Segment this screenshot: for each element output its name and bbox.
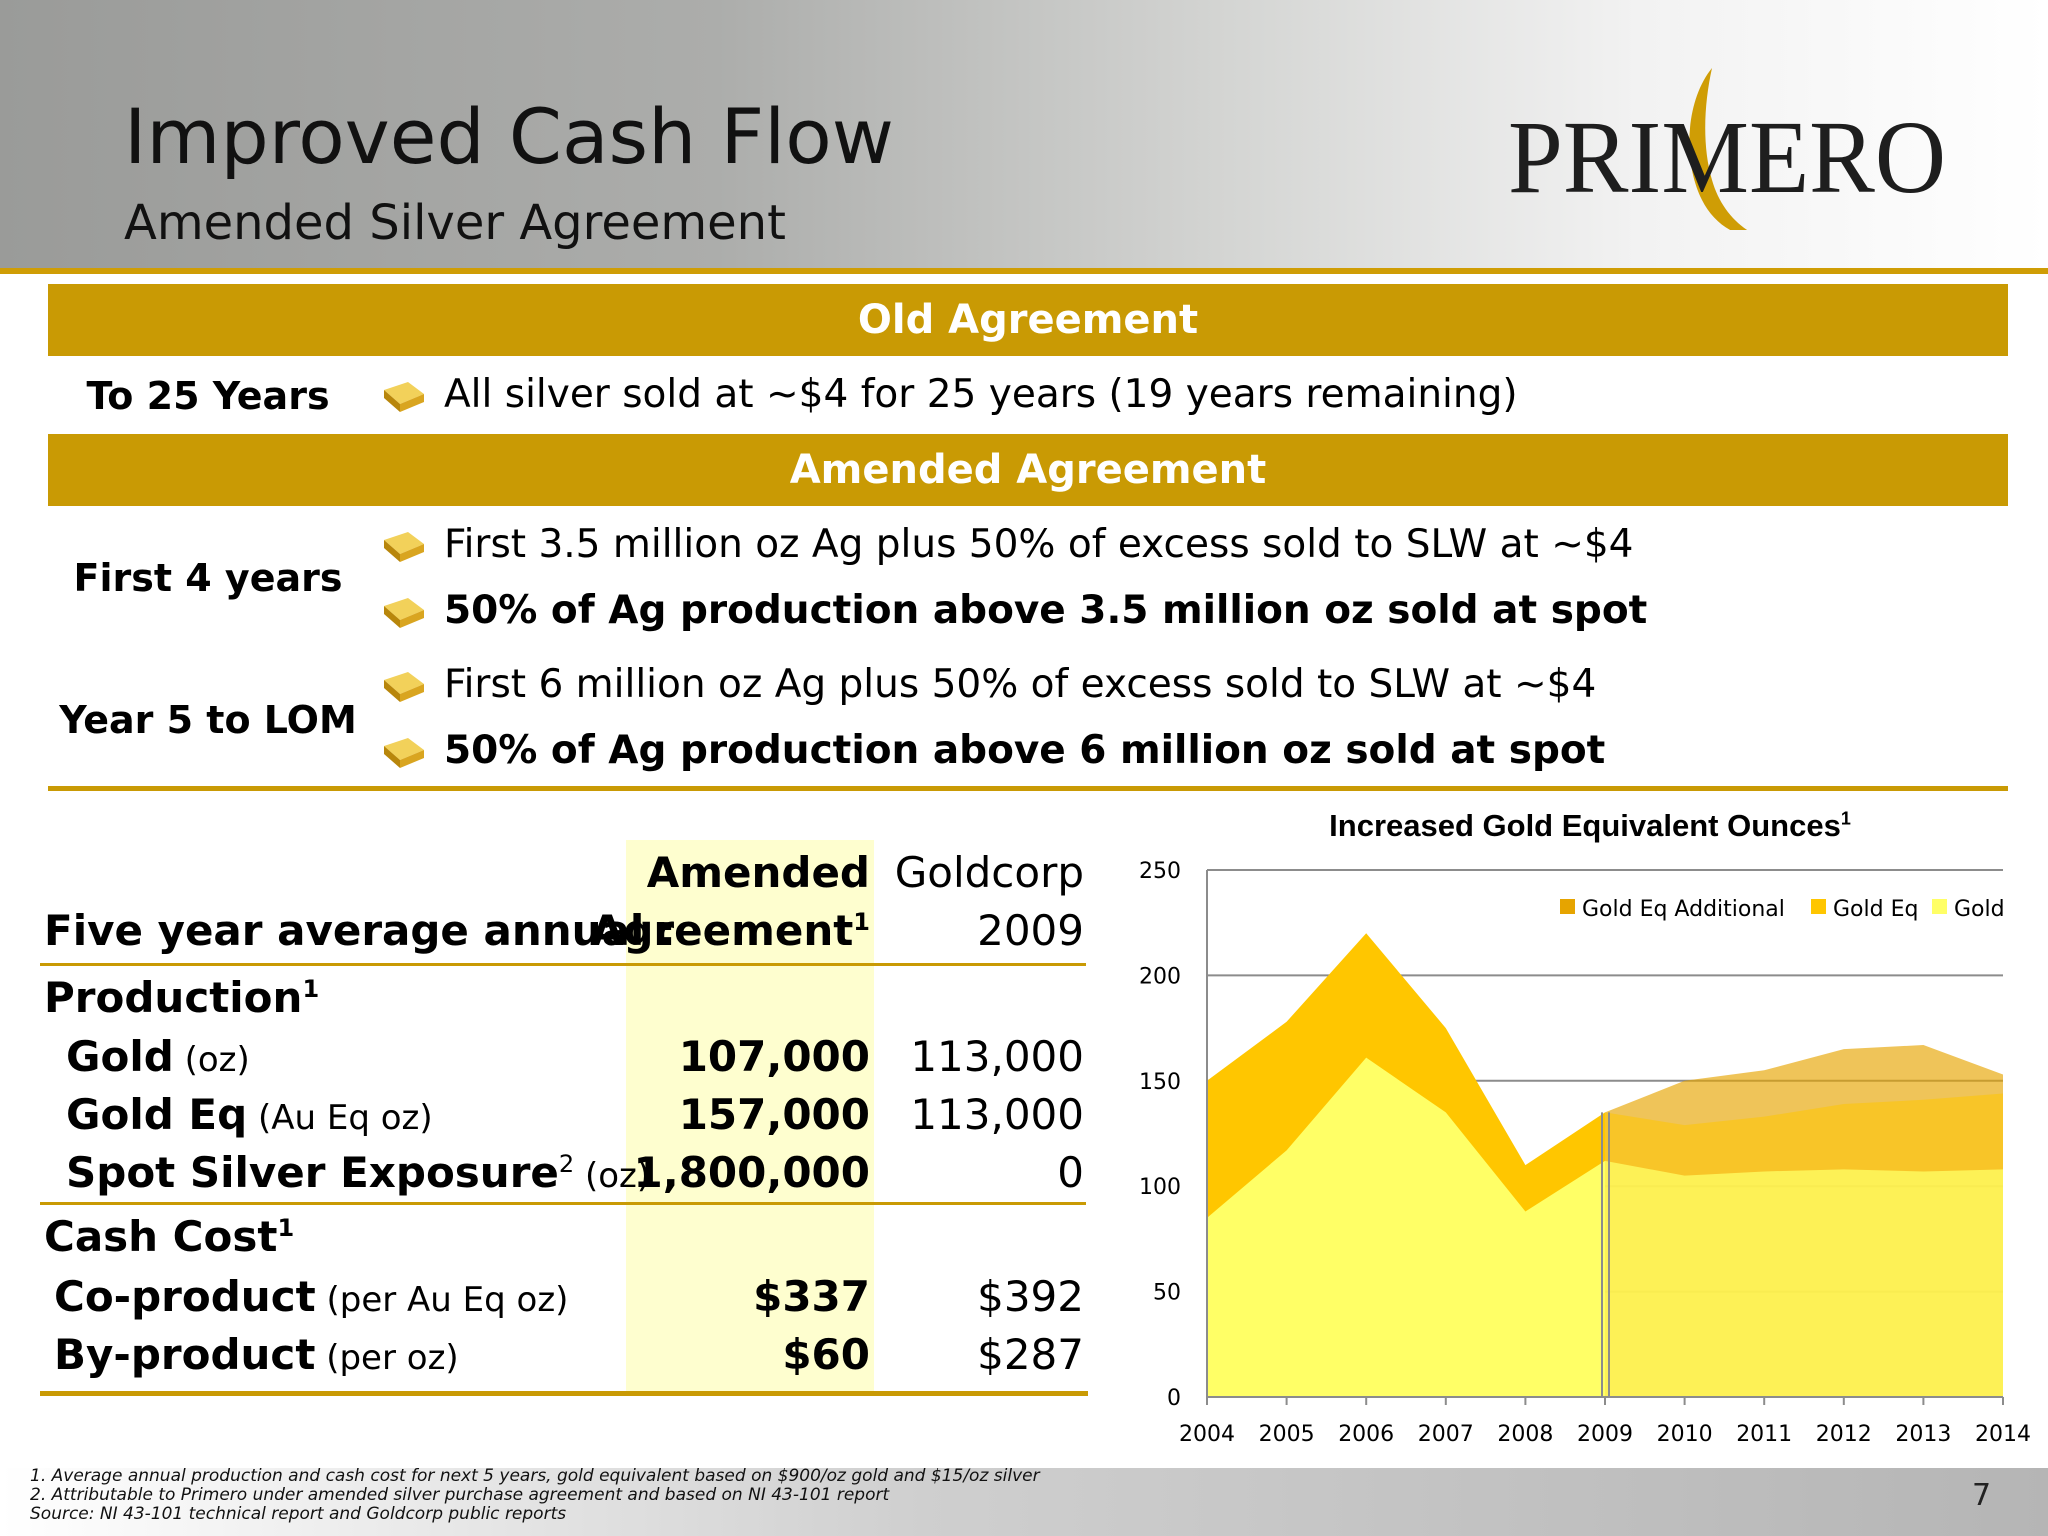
legend-swatch [1560, 899, 1575, 914]
col-goldcorp-line1: Goldcorp [894, 848, 1084, 897]
y-tick-label: 150 [1139, 1070, 1181, 1095]
table-row-goldeq-label: Gold Eq (Au Eq oz) [66, 1090, 433, 1139]
table-header-rule [40, 963, 1086, 966]
table-row-byproduct-amended: $60 [782, 1330, 870, 1379]
legend-label: Gold Eq Additional [1582, 897, 1785, 922]
table-row-gold-amended: 107,000 [678, 1032, 870, 1081]
old-agreement-header: Old Agreement [48, 284, 2008, 356]
agreements-bottom-rule [48, 786, 2008, 791]
x-tick-label: 2012 [1816, 1422, 1872, 1447]
amended-column-highlight [626, 840, 874, 1395]
col-amended-line1: Amended [646, 848, 870, 897]
y-tick-label: 0 [1167, 1386, 1181, 1411]
row-header-label: Five year average annual : [44, 906, 676, 955]
old-agreement-label: To 25 Years [86, 374, 330, 418]
x-tick-label: 2005 [1259, 1422, 1315, 1447]
table-row-spot-silver-goldcorp: 0 [1057, 1148, 1084, 1197]
gold-bar-bullet-icon [384, 532, 424, 562]
legend-label: Gold Eq [1833, 897, 1918, 922]
table-bottom-rule [40, 1391, 1088, 1396]
gold-bar-bullet-icon [384, 738, 424, 768]
first-4-years-bullet-2: 50% of Ag production above 3.5 million o… [444, 588, 1648, 633]
x-tick-label: 2014 [1975, 1422, 2031, 1447]
area-gold-projection [1605, 1160, 2003, 1397]
x-tick-label: 2008 [1497, 1422, 1553, 1447]
gold-bar-bullet-icon [384, 672, 424, 702]
page-number: 7 [1972, 1478, 1992, 1513]
cash-cost-label: Cash Cost1 [44, 1212, 295, 1261]
year-5-bullet-2: 50% of Ag production above 6 million oz … [444, 728, 1606, 773]
amended-agreement-header: Amended Agreement [48, 434, 2008, 506]
x-tick-label: 2011 [1736, 1422, 1792, 1447]
year-5-bullet-1: First 6 million oz Ag plus 50% of excess… [444, 662, 1597, 707]
gold-equivalent-area-chart: 0 50 100 150 200 250 2004 2005 2006 2007 2008 2009 2… [1139, 859, 2031, 1447]
x-tick-label: 2007 [1418, 1422, 1474, 1447]
primero-logo: PRIMERO [1508, 68, 1946, 230]
year-5-to-lom-label: Year 5 to LOM [59, 698, 357, 742]
table-row-goldeq-amended: 157,000 [678, 1090, 870, 1139]
first-4-years-label: First 4 years [73, 556, 343, 600]
y-tick-label: 250 [1139, 859, 1181, 884]
header-divider [0, 268, 2048, 274]
table-row-byproduct-goldcorp: $287 [977, 1330, 1084, 1379]
x-tick-label: 2009 [1577, 1422, 1633, 1447]
col-amended-line2: Agreement1 [590, 906, 870, 955]
table-row-goldeq-goldcorp: 113,000 [910, 1090, 1084, 1139]
table-row-coproduct-label: Co-product (per Au Eq oz) [54, 1272, 569, 1321]
x-tick-label: 2006 [1338, 1422, 1394, 1447]
table-mid-rule [40, 1202, 1086, 1205]
table-row-spot-silver-amended: 1,800,000 [633, 1148, 870, 1197]
x-tick-label: 2013 [1895, 1422, 1951, 1447]
footnote-source: Source: NI 43-101 technical report and G… [30, 1504, 567, 1524]
first-4-years-bullet-1: First 3.5 million oz Ag plus 50% of exce… [444, 522, 1634, 567]
footnote-2: 2. Attributable to Primero under amended… [30, 1485, 890, 1505]
old-agreement-bullet: All silver sold at ~$4 for 25 years (19 … [444, 372, 1518, 417]
x-tick-label: 2010 [1657, 1422, 1713, 1447]
table-row-coproduct-goldcorp: $392 [977, 1272, 1084, 1321]
gold-bar-bullet-icon [384, 598, 424, 628]
page-title: Improved Cash Flow [124, 92, 894, 181]
header-background [0, 0, 2048, 270]
table-row-coproduct-amended: $337 [753, 1272, 870, 1321]
legend-label: Gold [1954, 897, 2005, 922]
y-tick-label: 100 [1139, 1175, 1181, 1200]
legend-swatch [1932, 899, 1947, 914]
page-subtitle: Amended Silver Agreement [124, 195, 786, 251]
table-row-gold-label: Gold (oz) [66, 1032, 250, 1081]
production-label: Production1 [44, 973, 320, 1022]
logo-text: PRIMERO [1508, 100, 1946, 215]
y-tick-label: 50 [1153, 1281, 1181, 1306]
col-goldcorp-line2: 2009 [977, 906, 1084, 955]
legend-swatch [1811, 899, 1826, 914]
x-tick-label: 2004 [1179, 1422, 1235, 1447]
table-row-gold-goldcorp: 113,000 [910, 1032, 1084, 1081]
table-row-spot-silver-label: Spot Silver Exposure2 (oz) [66, 1148, 651, 1197]
y-tick-label: 200 [1139, 964, 1181, 989]
footnote-1: 1. Average annual production and cash co… [30, 1466, 1040, 1486]
table-row-byproduct-label: By-product (per oz) [54, 1330, 459, 1379]
gold-bar-bullet-icon [384, 382, 424, 412]
area-gold-historical [1207, 1057, 1605, 1397]
footer-bar [0, 1468, 2048, 1536]
chart-title: Increased Gold Equivalent Ounces1 [1329, 808, 1851, 843]
